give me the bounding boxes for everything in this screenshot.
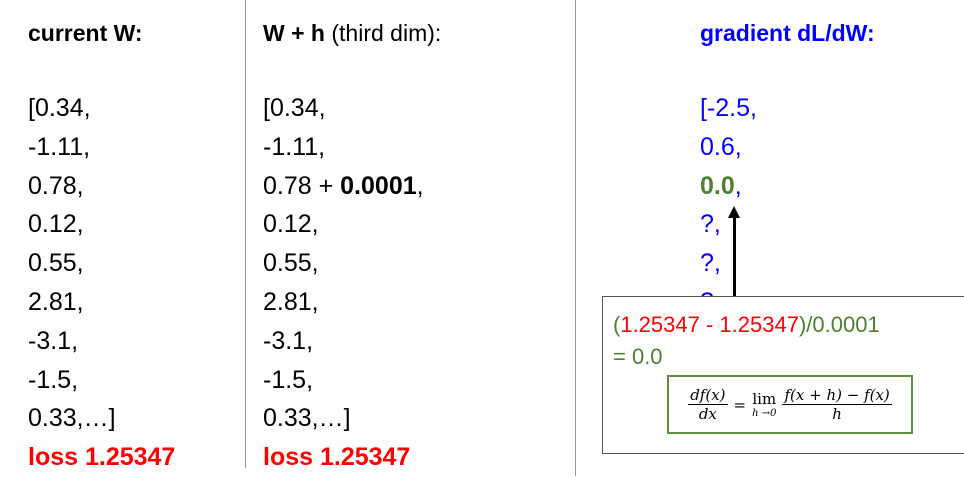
- perturbation: 0.0001: [340, 171, 417, 200]
- w-plus-h-header: W + h (third dim):: [263, 20, 441, 47]
- column-divider: [245, 0, 246, 468]
- value: 2.81,: [28, 287, 84, 316]
- calculation-line: (1.25347 - 1.25347)/0.0001: [613, 309, 880, 341]
- equals: =: [733, 395, 747, 414]
- value: -3.1,: [263, 326, 314, 355]
- value: [-2.5,: [700, 94, 757, 122]
- loss-new: 1.25347: [620, 312, 700, 337]
- computed-gradient: 0.0: [700, 171, 735, 200]
- calculation-box: (1.25347 - 1.25347)/0.0001 = 0.0 df(x) dx…: [602, 296, 964, 454]
- derivative-formula: df(x) dx = lim h →0 f(x + h) − f(x) h: [667, 375, 913, 434]
- denominator: dx: [698, 405, 717, 423]
- calculation-text: (1.25347 - 1.25347)/0.0001 = 0.0: [613, 309, 880, 373]
- arrow-up-icon: [728, 206, 740, 218]
- value: 0.55,: [28, 249, 84, 278]
- value: [0.34,: [28, 94, 91, 122]
- loss-old: 1.25347: [719, 312, 799, 337]
- numerator: f(x + h) − f(x): [782, 386, 892, 405]
- value: 0.78 +: [263, 171, 341, 200]
- perturbed-value: 0.78 + 0.0001,: [263, 167, 424, 206]
- calculation-result: = 0.0: [613, 344, 663, 369]
- highlight-value: 0.0,: [700, 167, 757, 206]
- value: 0.12,: [28, 210, 84, 239]
- numerator: df(x): [688, 386, 728, 405]
- value: 0.55,: [263, 249, 319, 278]
- paren: (: [613, 312, 621, 337]
- rhs-fraction: f(x + h) − f(x) h: [782, 386, 892, 423]
- value: 0.78,: [28, 171, 84, 200]
- header-rest: (third dim):: [324, 20, 442, 46]
- gradient-header: gradient dL/dW:: [700, 20, 875, 47]
- w-plus-h-values: [0.34, -1.11, 0.78 + 0.0001, 0.12, 0.55,…: [263, 89, 424, 477]
- denominator: h: [832, 405, 842, 423]
- arrow-shaft: [733, 212, 736, 296]
- divisor: )/0.0001: [798, 312, 880, 337]
- unknown-value: ?,: [700, 249, 721, 278]
- limit: lim h →0: [752, 390, 776, 419]
- value: [0.34,: [263, 94, 326, 122]
- value: -1.11,: [263, 132, 326, 161]
- value: -1.5,: [28, 365, 79, 394]
- lim-sub: h →0: [752, 408, 777, 419]
- suffix: ,: [734, 171, 742, 200]
- loss-value: loss 1.25347: [28, 443, 176, 472]
- header-text: current W:: [28, 20, 143, 46]
- value: 0.33,…]: [28, 404, 116, 433]
- suffix: ,: [416, 171, 424, 200]
- unknown-value: ?,: [700, 210, 721, 239]
- value: -3.1,: [28, 326, 79, 355]
- value: 0.33,…]: [263, 404, 351, 433]
- lhs-fraction: df(x) dx: [688, 386, 728, 423]
- header-bold: W + h: [263, 20, 325, 46]
- loss-value: loss 1.25347: [263, 443, 411, 472]
- value: 0.6,: [700, 132, 742, 161]
- value: 0.12,: [263, 210, 319, 239]
- value: -1.11,: [28, 132, 91, 161]
- header-text: gradient dL/dW:: [700, 20, 875, 46]
- column-divider: [575, 0, 576, 476]
- lim-text: lim: [752, 390, 777, 408]
- current-w-values: [0.34, -1.11, 0.78, 0.12, 0.55, 2.81, -3…: [28, 89, 175, 477]
- current-w-header: current W:: [28, 20, 143, 47]
- value: -1.5,: [263, 365, 314, 394]
- value: 2.81,: [263, 287, 319, 316]
- minus: -: [699, 312, 720, 337]
